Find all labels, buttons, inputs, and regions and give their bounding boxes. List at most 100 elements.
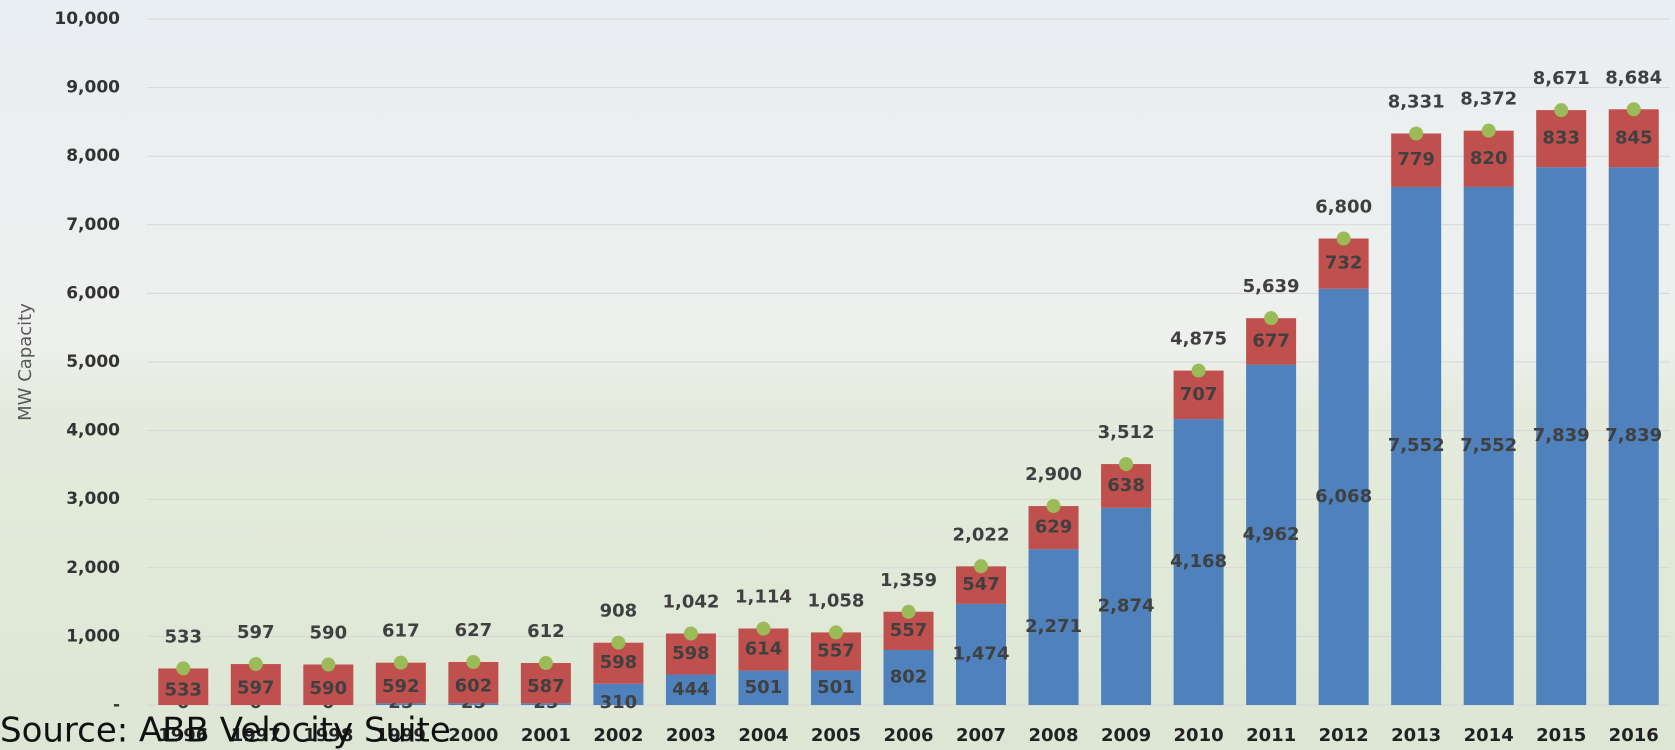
bar-segment: [593, 683, 644, 705]
bar-segment: [738, 670, 789, 705]
total-marker: [611, 635, 626, 650]
x-tick-label: 2001: [521, 725, 571, 746]
total-label: 6,800: [1315, 197, 1372, 218]
y-tick-label: 10,000: [54, 9, 120, 29]
source-note: Source: ABB Velocity Suite: [0, 711, 451, 750]
bar-segment: [1391, 186, 1442, 705]
value-label: 845: [1615, 127, 1653, 148]
x-tick-label: 2002: [593, 725, 643, 746]
value-label: 614: [745, 639, 783, 660]
total-marker: [1481, 123, 1496, 138]
x-tick-label: 2013: [1391, 725, 1441, 746]
total-marker: [393, 655, 408, 670]
value-label: 638: [1107, 475, 1145, 496]
value-label: 2,874: [1098, 595, 1155, 616]
value-label: 501: [817, 677, 855, 698]
total-label: 8,684: [1605, 67, 1662, 88]
bar-segment: [1463, 130, 1514, 187]
total-marker: [1119, 457, 1134, 472]
bar-segment: [1173, 419, 1224, 705]
total-label: 597: [237, 622, 275, 643]
total-marker: [1626, 102, 1641, 117]
total-marker: [1191, 363, 1206, 378]
y-tick-label: 7,000: [66, 215, 120, 235]
bar-segment: [520, 703, 571, 705]
total-marker: [321, 657, 336, 672]
total-marker: [1336, 231, 1351, 246]
bar-segment: [1028, 549, 1079, 705]
bar-segment: [665, 674, 716, 705]
value-label: 779: [1397, 149, 1435, 170]
value-label: 597: [237, 678, 275, 699]
value-label: 7,552: [1460, 435, 1517, 456]
bar-segment: [1246, 364, 1297, 705]
value-label: 6,068: [1315, 486, 1372, 507]
bar-segment: [1536, 110, 1587, 168]
value-label: 707: [1180, 384, 1218, 405]
total-label: 4,875: [1170, 329, 1227, 350]
total-label: 2,900: [1025, 464, 1082, 485]
total-marker: [1264, 311, 1279, 326]
value-label: 592: [382, 676, 420, 697]
x-tick-label: 2009: [1101, 725, 1151, 746]
value-label: 547: [962, 574, 1000, 595]
x-tick-label: 2012: [1319, 725, 1369, 746]
x-tick-label: 2008: [1028, 725, 1078, 746]
value-label: 4,168: [1170, 551, 1227, 572]
y-tick-label: 3,000: [66, 489, 120, 509]
y-tick-label: 9,000: [66, 78, 120, 98]
value-label: 602: [455, 676, 493, 697]
total-marker: [538, 656, 553, 671]
value-label: 629: [1035, 517, 1073, 538]
y-tick-label: 8,000: [66, 146, 120, 166]
bar-segment: [1318, 238, 1369, 289]
value-label: 557: [890, 620, 928, 641]
total-marker: [901, 604, 916, 619]
total-label: 1,042: [662, 592, 719, 613]
value-label: 557: [817, 641, 855, 662]
value-label: 7,839: [1605, 425, 1662, 446]
total-label: 627: [455, 620, 493, 641]
bar-segment: [1318, 288, 1369, 705]
x-tick-label: 2005: [811, 725, 861, 746]
total-label: 8,372: [1460, 89, 1517, 110]
y-tick-label: 5,000: [66, 352, 120, 372]
total-label: 1,058: [808, 590, 865, 611]
y-tick-label: 1,000: [66, 626, 120, 646]
value-label: 4,962: [1243, 524, 1300, 545]
total-marker: [756, 621, 771, 636]
value-label: 533: [164, 680, 202, 701]
value-label: 598: [600, 652, 638, 673]
total-label: 908: [600, 601, 638, 622]
x-tick-label: 1998: [303, 725, 353, 746]
x-tick-label: 1999: [376, 725, 426, 746]
bar-segment: [1173, 370, 1224, 420]
value-label: 444: [672, 679, 710, 700]
total-label: 5,639: [1243, 276, 1300, 297]
x-tick-label: 2003: [666, 725, 716, 746]
x-tick-label: 2011: [1246, 725, 1296, 746]
value-label: 2,271: [1025, 616, 1082, 637]
value-label: 820: [1470, 148, 1508, 169]
y-tick-label: -: [113, 695, 120, 715]
total-marker: [1046, 499, 1061, 514]
value-label: 310: [600, 692, 638, 713]
y-axis-title: MW Capacity: [15, 303, 36, 421]
total-label: 533: [164, 626, 202, 647]
value-label: 677: [1252, 330, 1290, 351]
total-marker: [1409, 126, 1424, 141]
total-label: 612: [527, 621, 565, 642]
total-label: 590: [310, 623, 348, 644]
x-tick-label: 1996: [158, 725, 208, 746]
x-tick-label: 2015: [1536, 725, 1586, 746]
total-marker: [176, 661, 191, 676]
total-marker: [466, 654, 481, 669]
bar-segment: [375, 703, 426, 705]
value-label: 802: [890, 666, 928, 687]
x-tick-label: 2006: [883, 725, 933, 746]
x-tick-label: 1997: [231, 725, 281, 746]
total-marker: [974, 559, 989, 574]
value-label: 833: [1542, 128, 1580, 149]
bar-segment: [810, 670, 861, 705]
